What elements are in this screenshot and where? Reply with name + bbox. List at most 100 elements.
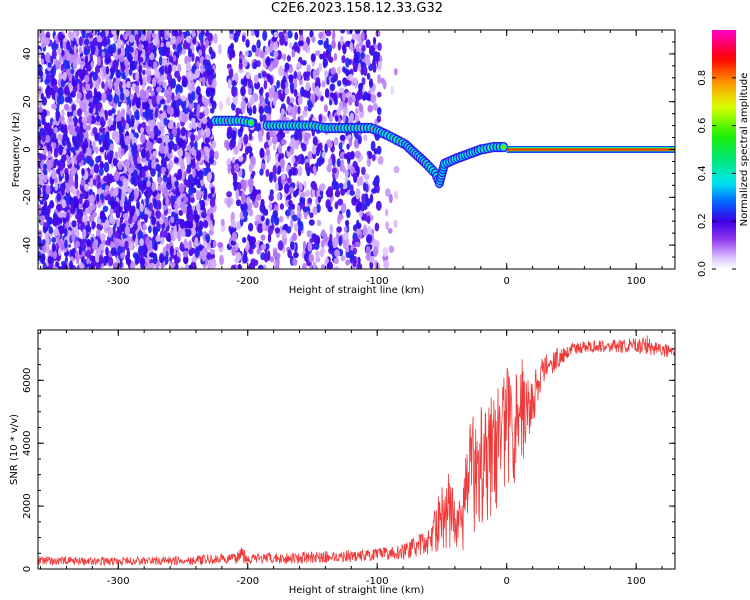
noise-speck [59, 160, 64, 171]
y-tick-label: 2000 [22, 493, 33, 518]
noise-speck [124, 159, 131, 169]
noise-speck [368, 78, 374, 88]
noise-speck [136, 220, 142, 231]
noise-speck [284, 86, 290, 95]
noise-speck [377, 107, 382, 115]
noise-speck [208, 46, 213, 55]
noise-speck [148, 202, 153, 212]
noise-speck [38, 251, 42, 261]
noise-speck [279, 216, 284, 223]
noise-speck [137, 56, 144, 63]
x-tick-label: 0 [503, 576, 509, 587]
noise-speck [393, 166, 400, 174]
noise-speck [325, 30, 332, 37]
noise-speck [96, 174, 101, 183]
noise-speck [48, 228, 54, 234]
noise-speck [39, 215, 45, 222]
noise-speck [356, 33, 362, 43]
noise-speck [356, 200, 362, 212]
noise-speck [104, 219, 110, 229]
noise-speck [129, 242, 134, 250]
noise-speck [156, 86, 162, 93]
noise-speck [332, 30, 336, 40]
noise-speck [59, 227, 64, 235]
noise-speck [376, 115, 382, 123]
noise-speck [328, 56, 334, 63]
noise-speck [288, 199, 293, 207]
noise-speck [173, 157, 179, 164]
noise-speck [44, 78, 50, 85]
noise-speck [272, 165, 277, 175]
noise-speck [262, 222, 266, 232]
noise-speck [152, 227, 159, 237]
noise-speck [115, 116, 119, 123]
noise-speck [315, 77, 321, 85]
noise-speck [271, 36, 278, 42]
noise-speck [235, 251, 242, 262]
noise-speck [188, 101, 195, 110]
noise-speck [178, 137, 184, 148]
noise-speck [129, 59, 134, 71]
noise-speck [63, 264, 68, 269]
noise-speck [93, 71, 97, 81]
noise-speck [57, 133, 63, 141]
noise-speck [38, 30, 45, 37]
noise-speck [140, 127, 145, 134]
noise-speck [242, 237, 247, 243]
noise-speck [354, 30, 361, 35]
noise-speck [159, 143, 165, 154]
noise-speck [51, 41, 58, 52]
noise-speck [142, 96, 147, 103]
noise-speck [64, 239, 68, 249]
noise-speck [254, 81, 261, 90]
noise-speck [255, 123, 260, 132]
noise-speck [219, 254, 224, 266]
noise-speck [365, 55, 370, 66]
noise-speck [56, 94, 62, 105]
noise-speck [128, 216, 133, 225]
noise-speck [280, 108, 285, 116]
noise-speck [167, 122, 174, 130]
noise-speck [105, 57, 112, 64]
noise-speck [56, 192, 62, 202]
x-tick-label: -100 [366, 576, 389, 587]
noise-speck [166, 105, 172, 115]
noise-speck [146, 180, 151, 188]
noise-speck [180, 201, 187, 212]
noise-speck [304, 132, 309, 142]
noise-speck [339, 134, 346, 141]
noise-speck [43, 154, 47, 161]
noise-speck [286, 226, 292, 234]
noise-speck [90, 115, 97, 125]
noise-speck [287, 194, 292, 201]
noise-speck [343, 226, 348, 233]
noise-speck [177, 127, 181, 137]
noise-speck [366, 72, 371, 80]
noise-speck [71, 220, 77, 228]
noise-speck [335, 181, 340, 192]
noise-speck [101, 81, 105, 90]
noise-speck [303, 105, 308, 112]
noise-speck [105, 65, 110, 75]
noise-speck [289, 42, 293, 49]
noise-speck [43, 221, 47, 228]
noise-speck [79, 36, 83, 47]
noise-speck [312, 69, 317, 80]
noise-speck [57, 86, 64, 98]
noise-speck [137, 144, 141, 151]
noise-speck [234, 163, 240, 173]
noise-speck [61, 108, 65, 117]
noise-speck [180, 159, 185, 169]
noise-speck [394, 68, 398, 76]
noise-speck [324, 143, 328, 153]
noise-speck [91, 102, 96, 110]
noise-speck [362, 213, 368, 221]
noise-speck [136, 163, 142, 171]
noise-speck [86, 115, 92, 124]
noise-speck [64, 228, 68, 237]
noise-speck [272, 98, 277, 106]
noise-speck [363, 91, 369, 100]
noise-speck [43, 163, 48, 170]
noise-speck [99, 210, 105, 220]
noise-speck [95, 115, 101, 122]
